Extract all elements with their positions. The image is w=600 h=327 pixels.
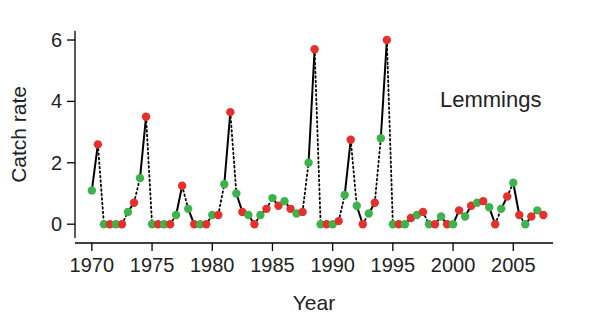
x-tick-label: 1995 — [371, 254, 416, 276]
data-point — [359, 220, 367, 228]
x-tick-label: 1990 — [310, 254, 355, 276]
data-point — [491, 220, 499, 228]
data-point — [485, 203, 493, 211]
y-tick — [67, 101, 75, 102]
data-point — [515, 211, 523, 219]
x-axis-line — [75, 242, 553, 243]
y-tick-label: 6 — [51, 29, 62, 51]
data-point — [509, 179, 517, 187]
data-point — [124, 208, 132, 216]
data-point — [334, 217, 342, 225]
x-tick-label: 1975 — [130, 254, 175, 276]
y-tick — [67, 162, 75, 163]
line-segment — [98, 144, 104, 224]
data-point — [383, 36, 391, 44]
line-segment — [345, 140, 351, 195]
x-axis-label: Year — [293, 291, 335, 314]
data-point — [94, 140, 102, 148]
data-point — [226, 108, 234, 116]
data-point — [268, 194, 276, 202]
data-point — [449, 220, 457, 228]
line-segment — [218, 184, 224, 215]
data-point — [142, 113, 150, 121]
y-axis-label: Catch rate — [7, 86, 30, 183]
data-point — [214, 211, 222, 219]
data-point — [232, 189, 240, 197]
x-tick-label: 2005 — [491, 254, 536, 276]
data-point — [136, 174, 144, 182]
line-segment — [309, 49, 315, 163]
line-segment — [387, 40, 393, 224]
data-point — [347, 136, 355, 144]
x-tick — [392, 243, 393, 251]
line-segment — [92, 144, 98, 190]
data-point — [256, 211, 264, 219]
chart: 0 2 4 6 1970 1975 1980 1985 1990 1995 2000 2005 Year… — [0, 0, 600, 327]
line-segment — [176, 186, 182, 215]
line-segment — [146, 117, 152, 224]
data-point — [365, 209, 373, 217]
line-segment — [375, 138, 381, 202]
data-point — [118, 220, 126, 228]
data-point — [250, 220, 258, 228]
data-point — [341, 191, 349, 199]
data-point — [431, 220, 439, 228]
data-point — [521, 220, 529, 228]
data-point — [377, 134, 385, 142]
y-tick-label: 4 — [51, 90, 62, 112]
line-segment — [351, 140, 357, 206]
x-tick — [332, 243, 333, 251]
data-point — [166, 220, 174, 228]
data-point — [262, 205, 270, 213]
x-tick-label: 1985 — [250, 254, 295, 276]
data-point — [401, 220, 409, 228]
data-point — [298, 208, 306, 216]
data-point — [88, 186, 96, 194]
data-point — [497, 205, 505, 213]
data-point — [539, 211, 547, 219]
line-segment — [140, 117, 146, 178]
data-point — [479, 197, 487, 205]
x-tick — [272, 243, 273, 251]
x-tick — [151, 243, 152, 251]
data-point — [202, 220, 210, 228]
line-segment — [230, 112, 236, 193]
line-segment — [315, 49, 321, 224]
data-point — [310, 45, 318, 53]
data-point — [178, 182, 186, 190]
y-tick-label: 0 — [51, 213, 62, 235]
data-point — [172, 211, 180, 219]
y-tick — [67, 224, 75, 225]
data-point — [371, 198, 379, 206]
line-segment — [381, 40, 387, 138]
data-point — [419, 208, 427, 216]
line-segment — [224, 112, 230, 184]
x-tick-label: 1970 — [70, 254, 115, 276]
data-point — [503, 192, 511, 200]
data-point — [455, 206, 463, 214]
line-segment — [303, 163, 309, 212]
line-segment — [513, 183, 519, 215]
data-point — [220, 180, 228, 188]
y-tick — [67, 39, 75, 40]
data-point — [353, 202, 361, 210]
data-point — [461, 212, 469, 220]
y-axis-line — [74, 31, 75, 238]
data-point — [437, 212, 445, 220]
data-point — [244, 211, 252, 219]
x-tick — [513, 243, 514, 251]
y-tick-label: 2 — [51, 152, 62, 174]
data-point — [527, 212, 535, 220]
data-point — [184, 205, 192, 213]
x-tick — [452, 243, 453, 251]
data-point — [304, 159, 312, 167]
x-tick-label: 2000 — [431, 254, 476, 276]
plot-area — [88, 36, 548, 229]
annotation: Lemmings — [440, 87, 541, 112]
x-tick-label: 1980 — [190, 254, 235, 276]
data-point — [130, 198, 138, 206]
x-tick — [212, 243, 213, 251]
data-point — [280, 197, 288, 205]
x-tick — [91, 243, 92, 251]
